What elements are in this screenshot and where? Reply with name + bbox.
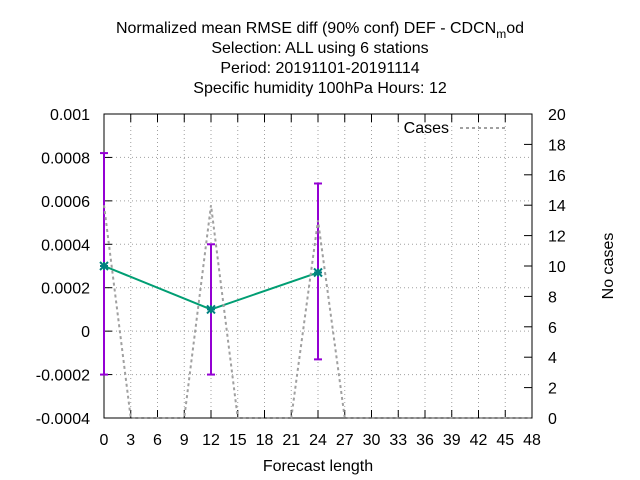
x-tick-label: 15 [229, 432, 247, 449]
x-tick-label: 21 [282, 432, 300, 449]
x-tick-label: 3 [126, 432, 135, 449]
y2-tick-label: 6 [548, 320, 557, 337]
y2-tick-label: 18 [548, 137, 566, 154]
y2-tick-label: 10 [548, 259, 566, 276]
x-tick-label: 42 [470, 432, 488, 449]
title-line: Normalized mean RMSE diff (90% conf) DEF… [116, 20, 524, 41]
x-tick-label: 39 [443, 432, 461, 449]
x-tick-label: 18 [256, 432, 274, 449]
y-tick-label: -0.0002 [36, 368, 90, 385]
y2-tick-label: 20 [548, 107, 566, 124]
data-point [99, 261, 109, 271]
legend: Cases [404, 120, 507, 137]
x-tick-label: 24 [309, 432, 327, 449]
y-tick-label: 0.001 [50, 107, 90, 124]
y-axis: 0.001 0.0008 0.0006 0.0004 0.0002 0 -0.0002 -0.… [36, 107, 112, 428]
y2-tick-label: 16 [548, 168, 566, 185]
y-tick-label: 0 [81, 324, 90, 341]
x-tick-label: 45 [496, 432, 514, 449]
y-tick-label: -0.0004 [36, 411, 90, 428]
y2-axis: 0 2 4 6 8 10 12 14 16 18 20 [524, 107, 566, 428]
y2-tick-label: 8 [548, 289, 557, 306]
data-point [313, 267, 323, 278]
y2-tick-label: 4 [548, 350, 557, 367]
legend-label: Cases [404, 120, 449, 137]
x-tick-label: 0 [100, 432, 109, 449]
title-line: Specific humidity 100hPa Hours: 12 [193, 80, 447, 97]
x-tick-label: 36 [416, 432, 434, 449]
title-line: Selection: ALL using 6 stations [211, 40, 428, 57]
y2-tick-label: 14 [548, 198, 566, 215]
y2-axis-label: No cases [600, 233, 617, 300]
x-tick-label: 27 [336, 432, 354, 449]
y-tick-label: 0.0004 [41, 237, 90, 254]
y2-tick-label: 12 [548, 229, 566, 246]
chart-title: Normalized mean RMSE diff (90% conf) DEF… [116, 20, 524, 97]
y2-tick-label: 0 [548, 411, 557, 428]
x-axis: 0 3 6 9 12 15 18 21 24 27 30 33 36 39 42 45 48 [100, 114, 541, 449]
series [99, 152, 532, 419]
data-point [206, 304, 216, 315]
x-tick-label: 12 [202, 432, 220, 449]
x-tick-label: 33 [389, 432, 407, 449]
x-tick-label: 30 [363, 432, 381, 449]
x-tick-label: 48 [523, 432, 541, 449]
y-tick-label: 0.0006 [41, 194, 90, 211]
x-axis-label: Forecast length [263, 458, 373, 475]
title-line: Period: 20191101-20191114 [220, 60, 419, 77]
y2-tick-label: 2 [548, 381, 557, 398]
cases-line [103, 205, 532, 419]
x-tick-label: 6 [153, 432, 162, 449]
y-tick-label: 0.0002 [41, 281, 90, 298]
x-tick-label: 9 [180, 432, 189, 449]
y-tick-label: 0.0008 [41, 150, 90, 167]
